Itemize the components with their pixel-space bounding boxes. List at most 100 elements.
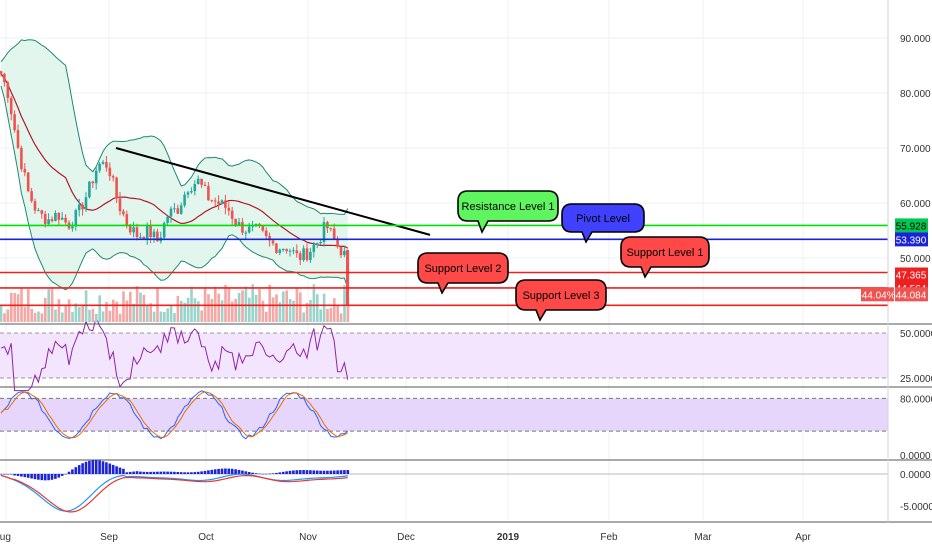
candle	[84, 197, 88, 210]
candle	[13, 114, 16, 131]
volume-bar	[197, 301, 200, 322]
macd-histogram-bar	[278, 472, 282, 474]
macd-histogram-bar	[43, 474, 47, 481]
volume-bar	[302, 312, 305, 322]
volume-bar	[61, 312, 64, 322]
candle	[295, 250, 299, 254]
macd-histogram-bar	[292, 470, 295, 474]
macd-histogram-bar	[0, 474, 3, 475]
candle	[268, 235, 271, 241]
volume-bar	[288, 298, 292, 322]
volume-bar	[275, 294, 278, 322]
volume-bar	[329, 307, 333, 322]
volume-bar	[316, 294, 319, 322]
candle	[186, 192, 190, 195]
macd-histogram-bar	[254, 473, 258, 474]
candle	[203, 184, 207, 187]
stoch-band	[0, 398, 888, 432]
candle	[196, 178, 200, 185]
price-tick-label: 90.000	[900, 34, 931, 45]
volume-bar	[44, 297, 47, 322]
macd-histogram-bar	[275, 472, 278, 474]
volume-bar	[95, 313, 98, 322]
volume-bar	[254, 294, 258, 322]
candle	[329, 228, 333, 230]
candle	[74, 210, 78, 227]
volume-bar	[169, 304, 173, 322]
volume-bar	[129, 291, 132, 322]
candle	[305, 248, 309, 261]
candle	[3, 73, 6, 83]
candle	[94, 170, 98, 184]
macd-histogram-bar	[200, 471, 203, 474]
volume-bar	[152, 311, 156, 322]
price-tag: 44.084	[895, 287, 928, 302]
candle	[142, 236, 146, 239]
candle	[173, 208, 176, 210]
macd-histogram-bar	[336, 470, 339, 474]
candle	[81, 204, 84, 210]
volume-bar	[163, 311, 166, 322]
callout-2: Pivot Level	[561, 203, 645, 244]
macd-histogram-bar	[23, 474, 27, 478]
candle	[91, 181, 95, 184]
callout-label: Support Level 3	[522, 290, 599, 302]
volume-bar	[135, 286, 139, 322]
candle	[234, 218, 237, 225]
time-axis[interactable]: Aug Sep Oct Nov Dec 2019 Feb Mar Apr	[0, 532, 811, 543]
candle	[139, 236, 142, 238]
macd-tick-label: 0.0000	[900, 470, 931, 481]
volume-bar	[251, 284, 254, 322]
candle	[190, 191, 193, 193]
volume-bar	[149, 303, 152, 322]
volume-bar	[241, 290, 244, 322]
candle	[298, 253, 302, 261]
volume-bar	[220, 300, 224, 322]
volume-bar	[0, 306, 3, 322]
macd-histogram-bar	[60, 474, 64, 476]
trend-line	[115, 147, 431, 236]
callout-bubble	[620, 236, 710, 279]
volume-bar	[173, 313, 176, 322]
candle	[237, 222, 241, 225]
volume-bar	[166, 308, 169, 322]
candle	[322, 222, 326, 243]
macd-histogram-bar	[77, 465, 81, 474]
macd-histogram-bar	[16, 474, 20, 476]
time-label: Mar	[694, 532, 712, 543]
candle	[193, 184, 197, 192]
volume-bar	[312, 284, 316, 322]
price-axis[interactable]: 90.000 80.000 70.000 60.000 50.000 55.928 53.3…	[858, 0, 932, 522]
macd-histogram-bar	[234, 469, 237, 474]
macd-histogram-bar	[346, 470, 350, 474]
macd-histogram-bar	[152, 471, 156, 474]
callout-bubble	[457, 190, 559, 234]
volume-bar	[54, 309, 57, 322]
volume-bar	[278, 302, 282, 322]
volume-bar	[176, 295, 180, 322]
candle	[135, 227, 139, 238]
macd-histogram-bar	[247, 472, 251, 474]
volume-bar	[10, 292, 13, 322]
macd-histogram-bar	[132, 471, 135, 474]
volume-bar	[265, 311, 268, 322]
volume-bar	[214, 286, 217, 322]
macd-histogram-bar	[74, 467, 78, 474]
stoch-tick-label: 0.0000	[900, 451, 931, 462]
volume-bar	[146, 305, 149, 322]
indicator-panes	[0, 315, 932, 523]
macd-histogram-bar	[118, 467, 122, 474]
volume-bar	[108, 310, 112, 322]
volume-bar	[23, 307, 27, 322]
candle	[207, 186, 210, 201]
candle	[118, 198, 122, 212]
candle	[0, 71, 3, 74]
price-pane[interactable]	[0, 39, 431, 322]
rsi-tick-label: 50.0000	[900, 329, 932, 340]
candle	[169, 208, 173, 217]
price-tag-bg	[895, 218, 928, 233]
macd-histogram-bar	[237, 469, 241, 474]
candle	[339, 246, 343, 256]
macd-histogram-bar	[139, 471, 142, 474]
